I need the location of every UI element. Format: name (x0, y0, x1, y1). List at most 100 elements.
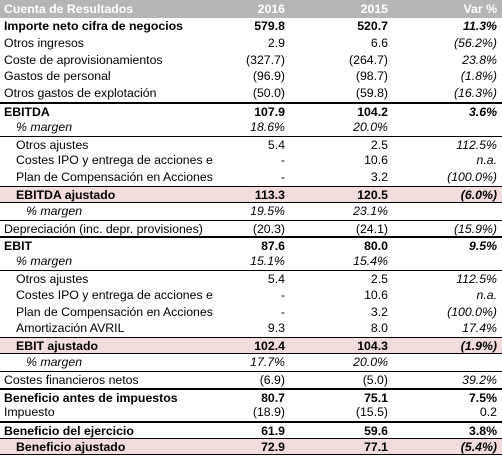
value-2016: - (280, 287, 285, 302)
value-2016: 579.8 (254, 19, 285, 33)
value-2016: 17.7% (250, 354, 285, 369)
value-2016: 72.9 (261, 439, 285, 454)
row-personnel-costs: Gastos de personal (96.9) (98.7) (1.8%) (0, 68, 502, 85)
row-other-adjustments-2: Otros ajustes 5.4 2.5 112.5% (0, 269, 502, 287)
value-2016: 9.3 (267, 321, 285, 336)
row-label: Otros gastos de explotación (4, 86, 157, 101)
row-label: EBITDA (4, 104, 50, 119)
row-label: Plan de Compensación en Acciones (16, 170, 213, 185)
row-label: Otros ajustes (16, 271, 89, 286)
value-2016: 61.9 (261, 424, 285, 439)
value-2016: (327.7) (246, 52, 285, 67)
value-2015: 104.3 (357, 339, 388, 354)
value-var: 0.2 (479, 405, 497, 420)
row-ebit-margin: % margen 15.1% 15.4% (0, 253, 502, 270)
row-label: EBIT (4, 239, 33, 254)
value-2016: 107.9 (254, 104, 285, 119)
value-2016: - (280, 304, 285, 319)
value-var: 3.6% (468, 104, 497, 119)
value-2016: 15.1% (250, 254, 285, 269)
row-adjusted-ebit-margin: % margen 17.7% 20.0% (0, 354, 502, 371)
row-ipo-costs-2: Costes IPO y entrega de acciones e - 10.… (0, 287, 502, 304)
row-label: Coste de aprovisionamientos (4, 52, 163, 67)
row-ebit: EBIT 87.6 80.0 9.5% (0, 236, 502, 253)
row-ipo-costs: Costes IPO y entrega de acciones e - 10.… (0, 152, 502, 169)
value-2015: 104.2 (357, 104, 388, 119)
value-2015: (59.8) (355, 86, 388, 101)
row-ebt: Beneficio antes de impuestos 80.7 75.1 7… (0, 387, 502, 405)
value-2015: 23.1% (353, 203, 388, 218)
value-2016: 19.5% (250, 203, 285, 218)
row-supplies-cost: Coste de aprovisionamientos (327.7) (264… (0, 52, 502, 69)
header-year-2015: 2015 (360, 2, 388, 16)
value-var: (100.0%) (447, 170, 497, 185)
value-var: (100.0%) (447, 304, 497, 319)
value-2015: 20.0% (353, 119, 388, 134)
row-label: Depreciación (inc. depr. provisiones) (4, 221, 203, 236)
row-share-compensation-2: Plan de Compensación en Acciones - 3.2 (… (0, 304, 502, 321)
row-ebitda-margin: % margen 18.6% 20.0% (0, 119, 502, 136)
value-2015: 3.2 (370, 170, 388, 185)
value-var: (56.2%) (453, 35, 497, 50)
value-2015: 77.1 (364, 439, 388, 454)
value-2015: 20.0% (353, 354, 388, 369)
value-2016: 80.7 (261, 390, 285, 405)
value-2016: 2.9 (267, 35, 285, 50)
value-var: (1.9%) (460, 339, 497, 354)
value-2015: 15.4% (353, 254, 388, 269)
value-2016: - (280, 153, 285, 168)
row-label: Otros ingresos (4, 35, 84, 50)
value-2015: 80.0 (364, 239, 388, 254)
row-label: Costes IPO y entrega de acciones e (16, 153, 213, 168)
value-var: n.a. (476, 153, 497, 168)
value-2015: (15.5) (355, 405, 388, 420)
row-label: EBIT ajustado (16, 339, 98, 354)
row-label: Beneficio del ejercicio (4, 424, 134, 439)
value-2016: (18.9) (252, 405, 285, 420)
value-var: n.a. (476, 287, 497, 302)
value-2015: 520.7 (357, 19, 388, 33)
value-2015: 10.6 (364, 153, 388, 168)
value-var: 3.8% (468, 424, 497, 439)
value-var: 7.5% (468, 390, 497, 405)
value-var: 11.3% (463, 19, 497, 33)
row-other-adjustments: Otros ajustes 5.4 2.5 112.5% (0, 135, 502, 153)
row-net-financial-costs: Costes financieros netos (6.9) (5.0) 39.… (0, 370, 502, 388)
row-revenue: Importe neto cifra de negocios 579.8 520… (0, 18, 502, 35)
value-var: 23.8% (462, 52, 497, 67)
row-label: % margen (16, 254, 73, 269)
value-2016: (6.9) (259, 372, 285, 387)
value-var: 39.2% (462, 372, 497, 387)
value-2016: 87.6 (261, 239, 285, 254)
row-label: % margen (16, 119, 73, 134)
row-label: Impuesto (4, 405, 55, 420)
header-label: Cuenta de Resultados (4, 2, 134, 16)
row-other-opex: Otros gastos de explotación (50.0) (59.8… (0, 85, 502, 102)
value-2016: - (280, 170, 285, 185)
value-var: (6.0%) (460, 187, 497, 202)
value-2016: 18.6% (250, 119, 285, 134)
row-tax: Impuesto (18.9) (15.5) 0.2 (0, 404, 502, 421)
row-depreciation: Depreciación (inc. depr. provisiones) (2… (0, 219, 502, 237)
row-adjusted-profit: Beneficio ajustado 72.9 77.1 (5.4%) (0, 437, 502, 455)
value-2015: 120.5 (357, 187, 388, 202)
header-year-2016: 2016 (257, 2, 285, 16)
income-statement-table: Cuenta de Resultados 2016 2015 Var % Imp… (0, 0, 502, 455)
value-2016: (20.3) (252, 221, 285, 236)
row-label: Plan de Compensación en Acciones (16, 304, 213, 319)
value-var: (16.3%) (453, 86, 497, 101)
row-label: Importe neto cifra de negocios (4, 19, 184, 33)
value-2015: (24.1) (355, 221, 388, 236)
row-label: Beneficio antes de impuestos (4, 390, 178, 405)
row-label: % margen (26, 354, 83, 369)
row-adjusted-ebit: EBIT ajustado 102.4 104.3 (1.9%) (0, 337, 502, 354)
row-label: Beneficio ajustado (16, 439, 126, 454)
value-2015: 8.0 (370, 321, 388, 336)
value-2015: 2.5 (370, 137, 388, 152)
value-2015: 2.5 (370, 271, 388, 286)
value-2016: 5.4 (267, 271, 285, 286)
value-2016: (50.0) (252, 86, 285, 101)
row-other-income: Otros ingresos 2.9 6.6 (56.2%) (0, 35, 502, 52)
value-2016: 102.4 (254, 339, 285, 354)
row-label: Costes IPO y entrega de acciones e (16, 287, 213, 302)
